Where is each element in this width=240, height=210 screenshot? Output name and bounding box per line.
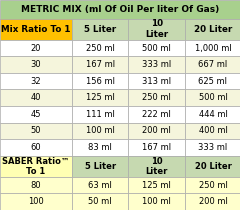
Bar [72,73,128,89]
Text: 40: 40 [31,93,41,102]
Text: 167 ml: 167 ml [86,60,115,69]
Bar [128,40,185,56]
Bar [185,40,240,56]
Text: 200 ml: 200 ml [142,126,171,135]
Bar [0,40,72,56]
Text: 20 Liter: 20 Liter [194,25,232,34]
Bar [128,89,185,106]
Bar [0,89,72,106]
Text: 100 ml: 100 ml [86,126,115,135]
Bar [0,123,72,139]
Bar [72,139,128,156]
Bar [72,177,128,193]
Text: METRIC MIX (ml Of Oil Per liter Of Gas): METRIC MIX (ml Of Oil Per liter Of Gas) [21,5,219,14]
Bar [185,18,240,40]
Text: 111 ml: 111 ml [86,110,115,119]
Bar [128,139,185,156]
Bar [0,56,72,73]
Bar [128,106,185,123]
Bar [185,89,240,106]
Text: 63 ml: 63 ml [88,181,112,190]
Text: 125 ml: 125 ml [86,93,115,102]
Text: 20: 20 [31,43,41,52]
Bar [72,89,128,106]
Bar [185,73,240,89]
Text: 32: 32 [31,77,41,86]
Bar [0,106,72,123]
Bar [128,193,185,210]
Text: 20 Liter: 20 Liter [195,162,231,171]
Text: 250 ml: 250 ml [142,93,171,102]
Bar [128,18,185,40]
Text: 444 ml: 444 ml [198,110,228,119]
Text: 333 ml: 333 ml [198,143,228,152]
Bar [0,139,72,156]
Bar [128,123,185,139]
Bar [185,177,240,193]
Text: 250 ml: 250 ml [86,43,115,52]
Bar [185,193,240,210]
Text: 625 ml: 625 ml [198,77,228,86]
Text: 30: 30 [31,60,41,69]
Bar [185,156,240,177]
Text: 100: 100 [28,197,44,206]
Bar [185,106,240,123]
Text: 60: 60 [31,143,41,152]
Text: 400 ml: 400 ml [198,126,228,135]
Bar [128,156,185,177]
Text: 200 ml: 200 ml [198,197,228,206]
Text: 167 ml: 167 ml [142,143,171,152]
Text: 5 Liter: 5 Liter [85,162,116,171]
Bar [72,156,128,177]
Text: 83 ml: 83 ml [88,143,112,152]
Bar [128,56,185,73]
Text: 333 ml: 333 ml [142,60,171,69]
Text: Mix Ratio To 1: Mix Ratio To 1 [1,25,71,34]
Text: 222 ml: 222 ml [142,110,171,119]
Bar [72,18,128,40]
Text: 5 Liter: 5 Liter [84,25,116,34]
Text: 10
Liter: 10 Liter [145,157,168,176]
Text: 156 ml: 156 ml [86,77,115,86]
Bar [0,177,72,193]
Bar [72,193,128,210]
Bar [0,193,72,210]
Text: 667 ml: 667 ml [198,60,228,69]
Text: 500 ml: 500 ml [198,93,228,102]
Bar [72,56,128,73]
Text: 10
Liter: 10 Liter [145,20,168,39]
Bar [185,56,240,73]
Text: 45: 45 [31,110,41,119]
Bar [72,106,128,123]
Text: 1,000 ml: 1,000 ml [195,43,231,52]
Bar [0,156,72,177]
Text: 250 ml: 250 ml [198,181,228,190]
Text: 80: 80 [31,181,41,190]
Bar [72,40,128,56]
Text: 313 ml: 313 ml [142,77,171,86]
Text: 50 ml: 50 ml [88,197,112,206]
Bar [0,0,240,18]
Text: 125 ml: 125 ml [142,181,171,190]
Bar [72,123,128,139]
Bar [128,73,185,89]
Bar [185,123,240,139]
Bar [0,18,72,40]
Bar [128,177,185,193]
Text: SABER Ratio™
To 1: SABER Ratio™ To 1 [2,157,70,176]
Text: 50: 50 [31,126,41,135]
Text: 500 ml: 500 ml [142,43,171,52]
Bar [0,73,72,89]
Text: 100 ml: 100 ml [142,197,171,206]
Bar [185,139,240,156]
